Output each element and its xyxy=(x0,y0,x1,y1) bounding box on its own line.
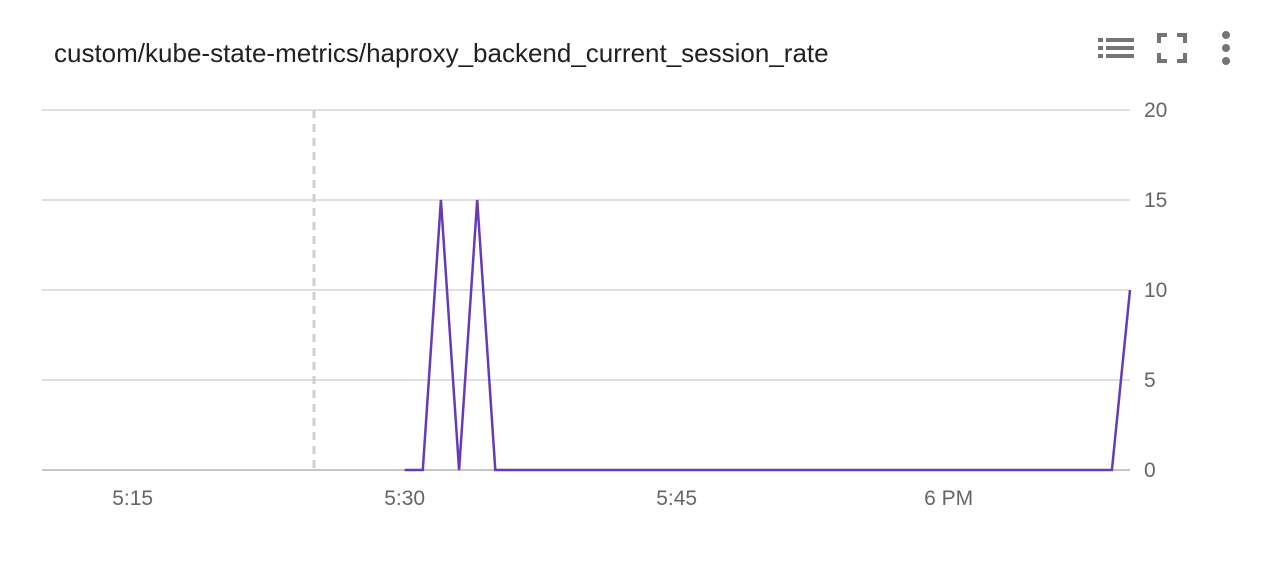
y-axis: 0 5 10 15 20 xyxy=(1144,99,1167,482)
y-tick-label: 20 xyxy=(1144,99,1167,122)
x-tick-label: 5:45 xyxy=(656,487,697,510)
more-vert-icon xyxy=(1222,31,1230,65)
x-tick-label: 6 PM xyxy=(924,487,973,510)
series-line-0[interactable] xyxy=(404,199,1132,472)
x-tick-label: 5:30 xyxy=(384,487,425,510)
fullscreen-button[interactable] xyxy=(1150,28,1194,68)
legend-list-icon xyxy=(1098,38,1134,58)
x-tick-label: 5:15 xyxy=(112,487,153,510)
y-tick-label: 15 xyxy=(1144,189,1167,212)
x-axis: 5:15 5:30 5:45 6 PM xyxy=(112,487,973,510)
series-layer xyxy=(404,199,1132,472)
more-options-button[interactable] xyxy=(1204,28,1248,68)
grid xyxy=(42,109,1130,471)
y-tick-label: 5 xyxy=(1144,369,1156,392)
fullscreen-icon xyxy=(1157,33,1187,63)
y-tick-label: 10 xyxy=(1144,279,1167,302)
y-tick-label: 0 xyxy=(1144,459,1156,482)
legend-list-button[interactable] xyxy=(1094,28,1138,68)
chart-title: custom/kube-state-metrics/haproxy_backen… xyxy=(54,38,829,68)
